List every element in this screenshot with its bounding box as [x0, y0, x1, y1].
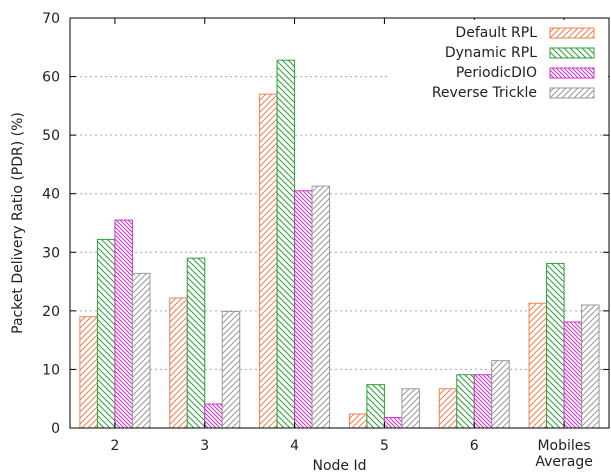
bar-periodicdio [473, 374, 493, 429]
bar-reverse-trickle [491, 360, 510, 429]
legend-swatch [549, 67, 595, 79]
x-tick-label: 5 [380, 438, 389, 454]
bar-default-rpl [169, 297, 188, 429]
legend-swatch [549, 87, 595, 99]
bar-periodicdio [204, 403, 223, 429]
bar-default-rpl [79, 316, 98, 429]
bars [79, 59, 600, 429]
legend-swatch [549, 47, 595, 59]
legend: Default RPL Dynamic RPL PeriodicDIO Reverse… [388, 20, 608, 104]
bar-periodicdio [563, 321, 583, 429]
y-tick-label: 10 [42, 362, 60, 378]
bar-default-rpl [348, 413, 368, 429]
plot-frame [69, 17, 610, 429]
bar-dynamic-rpl [186, 257, 206, 429]
bar-default-rpl [259, 93, 278, 429]
x-tick-label: 3 [200, 438, 209, 454]
bar-default-rpl [438, 388, 458, 429]
legend-label: PeriodicDIO [456, 65, 537, 81]
y-tick-label: 0 [51, 421, 60, 437]
bar-reverse-trickle [221, 310, 241, 429]
y-tick-label: 30 [42, 245, 60, 261]
bar-reverse-trickle [581, 304, 600, 429]
bar-dynamic-rpl [276, 59, 296, 429]
y-tick-label: 20 [42, 304, 60, 320]
bar-dynamic-rpl [546, 262, 565, 429]
bar-dynamic-rpl [366, 384, 385, 429]
y-axis-title: Packet Delivery Ratio (PDR) (%) [10, 112, 26, 334]
legend-label: Reverse Trickle [432, 85, 537, 101]
legend-label: Dynamic RPL [445, 45, 537, 61]
bar-reverse-trickle [311, 185, 331, 429]
bar-periodicdio [383, 416, 403, 429]
bar-reverse-trickle [131, 272, 151, 429]
bar-reverse-trickle [401, 388, 420, 429]
y-tick-label: 60 [42, 70, 60, 86]
bar-dynamic-rpl [96, 238, 116, 429]
y-tick-label: 70 [42, 11, 60, 27]
y-tick-label: 40 [42, 187, 60, 203]
legend-swatch [549, 27, 595, 39]
x-tick-label: 2 [110, 438, 119, 454]
x-tick-label: 4 [290, 438, 299, 454]
legend-label: Default RPL [455, 25, 537, 41]
x-tick-label: 6 [470, 438, 479, 454]
x-axis-title: Node Id [312, 458, 366, 473]
grid-lines [70, 76, 609, 370]
y-axis-ticks: 0 10 20 30 40 50 60 70 [42, 11, 609, 437]
x-tick-label: Mobiles [537, 438, 590, 454]
bar-periodicdio [294, 190, 313, 429]
bar-default-rpl [528, 302, 548, 429]
y-tick-label: 50 [42, 128, 60, 144]
bar-dynamic-rpl [456, 374, 475, 429]
bar-periodicdio [114, 219, 133, 429]
x-tick-label: Average [535, 454, 593, 470]
